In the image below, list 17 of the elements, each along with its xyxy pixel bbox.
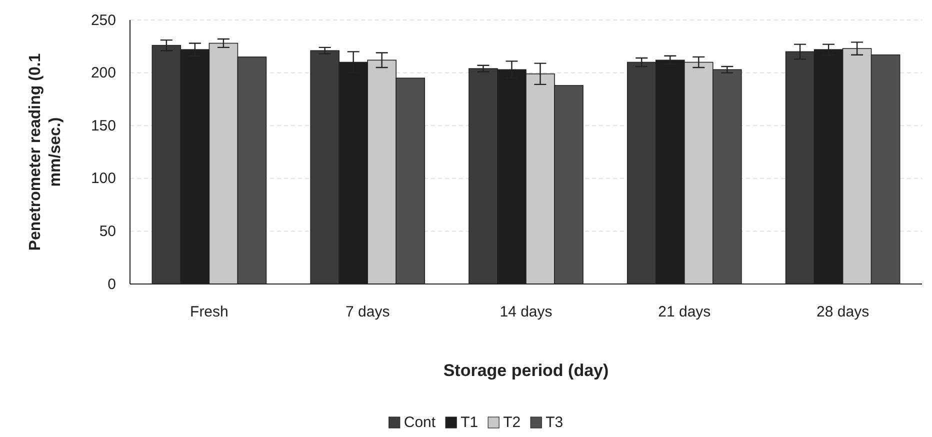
legend-label: Cont (404, 414, 436, 431)
x-tick-label: 28 days (816, 304, 870, 321)
y-tick-label: 0 (108, 276, 116, 293)
x-tick-label: 14 days (500, 304, 552, 321)
y-tick-label: 250 (90, 12, 116, 29)
y-tick-label: 100 (90, 170, 116, 188)
y-axis-title: Penetrometer reading (0.1 mm/sec.) (27, 53, 64, 251)
y-tick-label: 150 (90, 117, 116, 134)
y-tick-label: 50 (99, 223, 116, 240)
legend-label: T1 (460, 414, 478, 431)
y-tick-label: 200 (90, 64, 116, 82)
x-tick-label: 21 days (658, 304, 711, 321)
x-tick-label: Fresh (190, 304, 228, 321)
x-axis-title: Storage period (day) (443, 361, 609, 380)
x-tick-label: 7 days (346, 304, 390, 321)
legend-label: T2 (503, 414, 521, 431)
legend-label: T3 (546, 414, 564, 431)
